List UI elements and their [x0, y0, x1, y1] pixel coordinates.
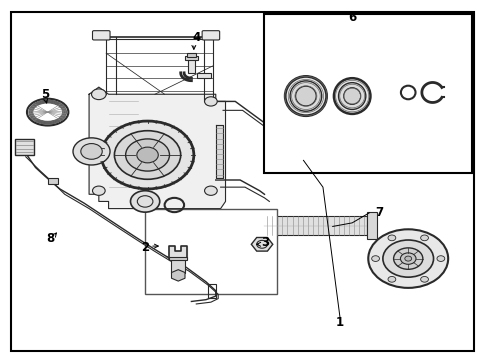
Text: 5: 5	[41, 88, 49, 101]
Polygon shape	[216, 125, 223, 178]
Circle shape	[400, 253, 416, 264]
Bar	[208, 284, 216, 298]
Text: 2: 2	[141, 241, 149, 255]
Circle shape	[405, 256, 412, 261]
Text: 4: 4	[192, 31, 200, 44]
Polygon shape	[89, 87, 225, 208]
FancyBboxPatch shape	[15, 139, 33, 155]
Ellipse shape	[295, 86, 316, 106]
Bar	[172, 258, 185, 273]
Circle shape	[125, 139, 170, 171]
Circle shape	[388, 276, 396, 282]
Circle shape	[92, 89, 106, 100]
Bar	[367, 212, 376, 239]
Circle shape	[115, 131, 181, 179]
Circle shape	[383, 240, 434, 277]
Circle shape	[101, 121, 194, 189]
Ellipse shape	[343, 87, 361, 104]
Ellipse shape	[285, 76, 327, 116]
Text: 1: 1	[336, 316, 344, 329]
Bar	[197, 73, 211, 78]
Ellipse shape	[290, 81, 322, 111]
Circle shape	[93, 186, 105, 195]
Circle shape	[137, 147, 158, 163]
Text: 8: 8	[46, 233, 54, 246]
Circle shape	[388, 235, 396, 241]
Text: 7: 7	[375, 206, 383, 219]
Bar	[187, 53, 196, 57]
Circle shape	[368, 229, 448, 288]
Circle shape	[420, 235, 428, 241]
Circle shape	[372, 256, 379, 261]
FancyBboxPatch shape	[202, 31, 220, 40]
Bar	[188, 59, 196, 73]
Bar	[145, 208, 277, 294]
Bar	[265, 14, 471, 173]
Polygon shape	[170, 246, 187, 258]
Circle shape	[437, 256, 445, 261]
Circle shape	[420, 276, 428, 282]
Bar	[185, 56, 198, 60]
Circle shape	[130, 191, 160, 212]
Bar	[265, 216, 367, 235]
FancyBboxPatch shape	[93, 31, 110, 40]
Circle shape	[393, 248, 423, 269]
Text: 6: 6	[348, 11, 356, 24]
Text: 3: 3	[261, 236, 270, 249]
Circle shape	[204, 186, 217, 195]
Circle shape	[81, 144, 102, 159]
Bar	[170, 257, 187, 260]
Ellipse shape	[27, 99, 69, 126]
Ellipse shape	[334, 78, 370, 114]
Circle shape	[73, 138, 110, 165]
Ellipse shape	[339, 83, 366, 109]
Bar	[48, 178, 58, 184]
Circle shape	[204, 97, 217, 106]
